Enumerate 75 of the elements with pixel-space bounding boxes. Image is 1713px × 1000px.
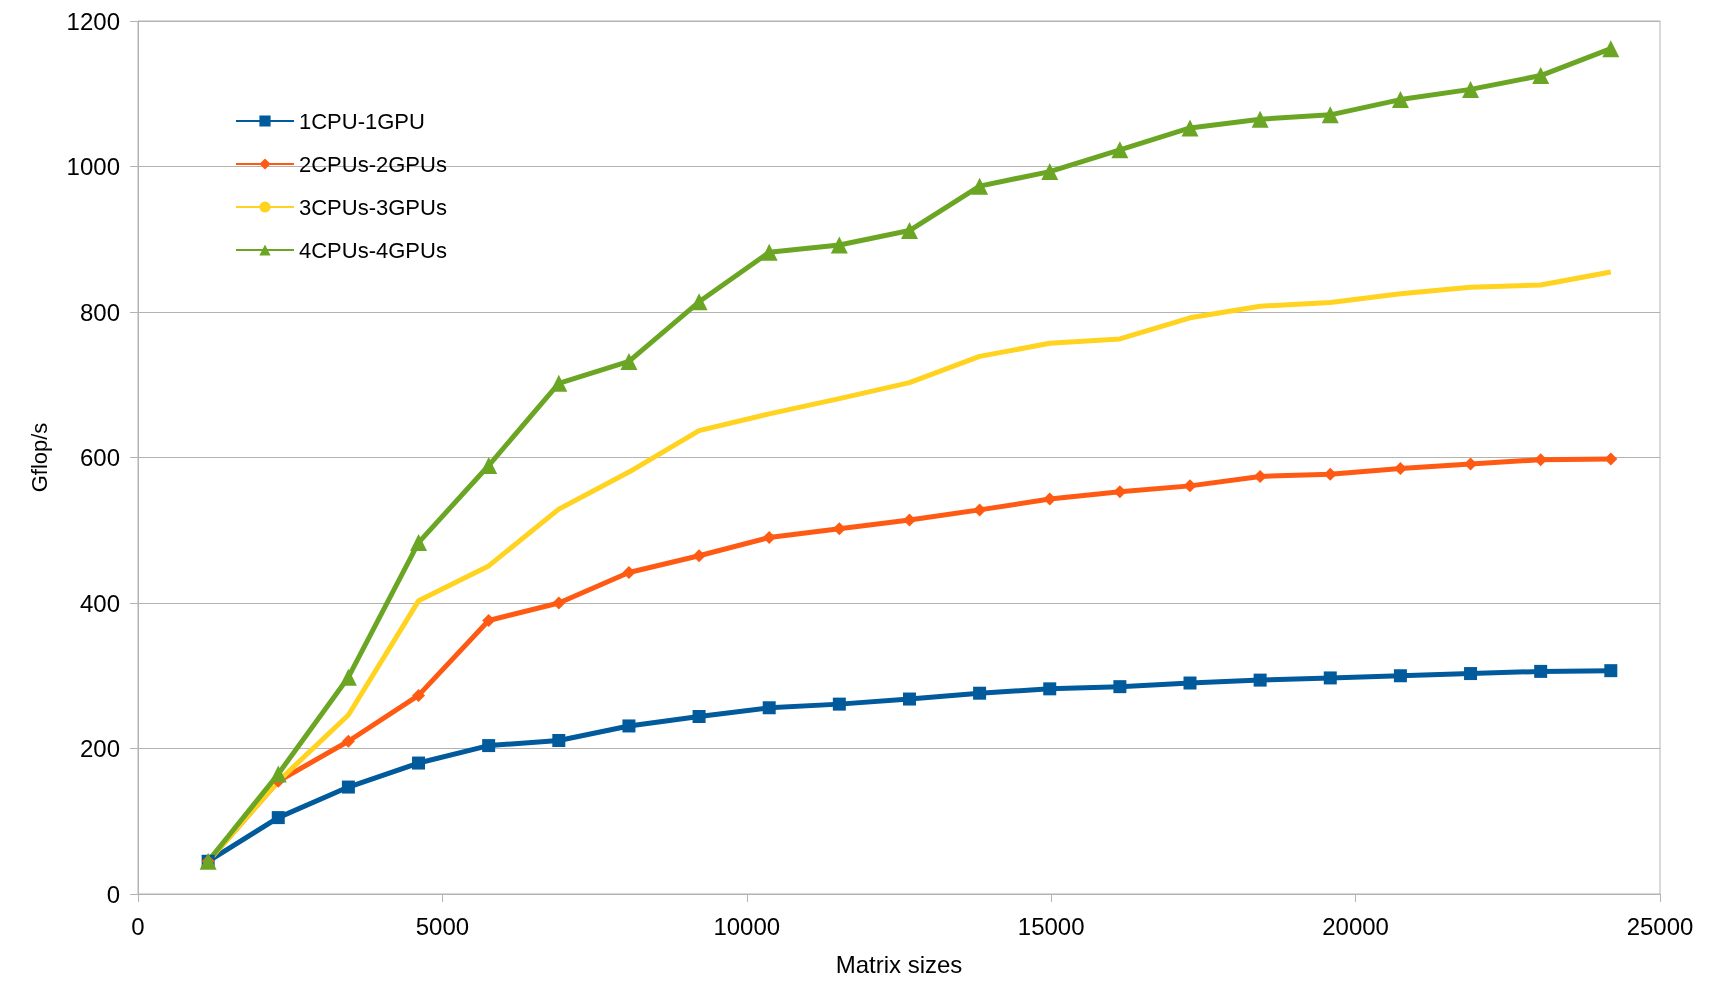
- point: [1604, 664, 1618, 678]
- point: [1253, 469, 1267, 483]
- point: [1462, 80, 1480, 98]
- legend-label: 1CPU-1GPU: [299, 108, 425, 134]
- point: [1393, 461, 1407, 475]
- point: [1113, 680, 1127, 694]
- point: [1183, 479, 1197, 493]
- point: [271, 811, 285, 825]
- point: [341, 734, 355, 748]
- y-tick-label: 0: [106, 880, 120, 908]
- point: [762, 701, 776, 715]
- point: [339, 668, 357, 686]
- legend-label: 3CPUs-3GPUs: [299, 194, 447, 220]
- point: [973, 686, 987, 700]
- x-tick-label: 20000: [1322, 912, 1389, 940]
- y-tick-label: 400: [79, 589, 120, 617]
- point: [1183, 676, 1197, 690]
- point: [1251, 110, 1269, 128]
- point: [902, 692, 916, 706]
- x-tick-label: 0: [131, 912, 145, 940]
- point: [412, 688, 426, 702]
- point: [830, 236, 848, 254]
- y-tick-label: 600: [79, 444, 120, 471]
- point: [900, 222, 918, 240]
- y-tick-label: 800: [79, 298, 120, 326]
- point: [552, 734, 566, 747]
- point: [269, 765, 287, 783]
- point: [622, 565, 636, 579]
- point: [410, 534, 428, 552]
- point: [1602, 40, 1620, 58]
- point: [1393, 669, 1407, 683]
- y-tick-label: 200: [79, 735, 120, 762]
- x-tick-label: 5000: [415, 912, 470, 940]
- point: [1323, 671, 1337, 685]
- point: [1464, 667, 1478, 681]
- point: [552, 596, 566, 610]
- point: [832, 697, 846, 711]
- point: [622, 719, 636, 733]
- point: [971, 177, 989, 195]
- point: [550, 374, 568, 392]
- point: [482, 613, 496, 627]
- point: [412, 756, 426, 770]
- point: [480, 457, 498, 474]
- x-tick-label: 10000: [713, 912, 781, 940]
- y-tick-label: 1000: [66, 153, 120, 180]
- legend-label: 4CPUs-4GPUs: [299, 237, 447, 263]
- point: [832, 522, 846, 536]
- point: [692, 549, 706, 563]
- point: [1181, 119, 1199, 137]
- x-tick-label: 25000: [1626, 912, 1694, 940]
- point: [973, 503, 987, 517]
- point: [341, 780, 355, 794]
- point: [1043, 682, 1057, 696]
- point: [1534, 664, 1548, 678]
- point: [1111, 141, 1129, 159]
- point: [1391, 91, 1409, 109]
- x-axis-title: Matrix sizes: [835, 950, 963, 978]
- point: [1321, 106, 1339, 124]
- point: [760, 243, 778, 261]
- point: [1113, 485, 1127, 499]
- point: [482, 739, 496, 753]
- point: [620, 352, 638, 370]
- point: [690, 293, 708, 311]
- point: [1253, 673, 1267, 687]
- point: [692, 709, 706, 723]
- x-tick-label: 15000: [1017, 912, 1085, 940]
- point: [1043, 492, 1057, 506]
- point: [902, 513, 916, 527]
- point: [1532, 67, 1550, 85]
- y-tick-label: 1200: [66, 7, 120, 35]
- point: [1604, 452, 1618, 466]
- point: [762, 531, 776, 545]
- point: [1041, 163, 1059, 181]
- legend-label: 2CPUs-2GPUs: [299, 151, 447, 177]
- y-axis-title: Gflop/s: [26, 422, 52, 493]
